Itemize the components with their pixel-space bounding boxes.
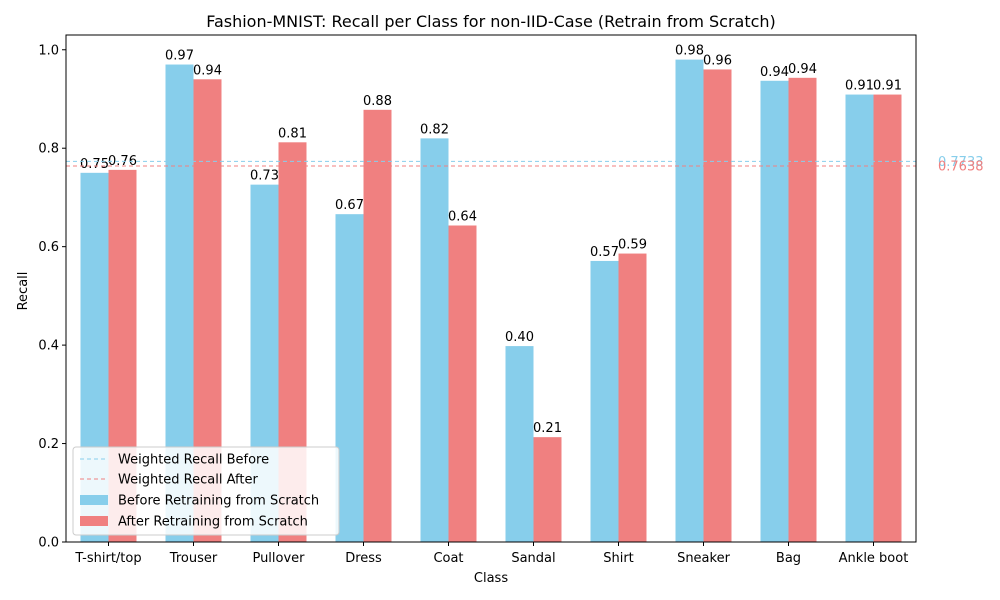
- data-label: 0.67: [335, 198, 364, 213]
- legend-label: Before Retraining from Scratch: [118, 494, 319, 509]
- legend-label: After Retraining from Scratch: [118, 515, 308, 530]
- bar-before: [335, 214, 364, 542]
- bar-before: [845, 94, 874, 543]
- data-label: 0.57: [590, 245, 619, 260]
- data-label: 0.96: [703, 53, 732, 68]
- data-label: 0.75: [80, 157, 109, 172]
- x-tick-label: Ankle boot: [839, 551, 909, 566]
- bar-after: [363, 109, 392, 542]
- data-label: 0.91: [845, 79, 874, 94]
- data-label: 0.21: [533, 421, 562, 436]
- data-label: 0.98: [675, 44, 704, 59]
- reference-line-label: 0.7733: [938, 155, 984, 170]
- bar-after: [788, 77, 817, 542]
- y-axis-title: Recall: [16, 272, 31, 311]
- y-tick-label: 0.2: [38, 437, 59, 452]
- data-label: 0.94: [760, 65, 789, 80]
- bar-after: [448, 225, 477, 542]
- plot-frame: [65, 34, 917, 543]
- y-tick-label: 0.6: [38, 240, 59, 255]
- data-label: 0.91: [873, 79, 902, 94]
- bar-after: [618, 253, 647, 542]
- x-tick-label: Dress: [345, 551, 382, 566]
- data-label: 0.64: [448, 209, 477, 224]
- x-tick-label: Trouser: [169, 551, 218, 566]
- legend-swatch-patch: [80, 516, 108, 526]
- bar-after: [703, 69, 732, 543]
- x-tick-label: Shirt: [603, 551, 634, 566]
- reference-line-label: 0.7638: [938, 160, 984, 175]
- bar-before: [760, 80, 789, 542]
- data-label: 0.94: [788, 62, 817, 77]
- data-label: 0.94: [193, 63, 222, 78]
- data-label: 0.82: [420, 122, 449, 137]
- y-tick-label: 0.4: [38, 339, 59, 354]
- data-label: 0.40: [505, 330, 534, 345]
- legend-label: Weighted Recall After: [118, 473, 258, 488]
- bar-before: [675, 59, 704, 543]
- x-tick-label: Pullover: [252, 551, 305, 566]
- data-label: 0.88: [363, 94, 392, 109]
- y-tick-label: 1.0: [38, 43, 59, 58]
- y-tick-label: 0.8: [38, 142, 59, 157]
- bar-before: [590, 260, 619, 542]
- bar-before: [420, 138, 449, 542]
- data-label: 0.59: [618, 238, 647, 253]
- x-tick-label: Sandal: [511, 551, 555, 566]
- bar-before: [505, 346, 534, 542]
- data-label: 0.73: [250, 169, 279, 184]
- data-label: 0.81: [278, 126, 307, 141]
- legend-label: Weighted Recall Before: [118, 453, 269, 468]
- x-tick-label: Bag: [776, 551, 801, 566]
- legend: Weighted Recall Before Weighted Recall Af…: [72, 446, 340, 536]
- x-tick-label: T-shirt/top: [74, 551, 141, 566]
- x-tick-label: Sneaker: [677, 551, 731, 566]
- bar-after: [873, 94, 902, 543]
- chart-title: Fashion-MNIST: Recall per Class for non-…: [206, 12, 776, 31]
- x-tick-label: Coat: [433, 551, 463, 566]
- y-tick-label: 0.0: [38, 536, 59, 551]
- data-label: 0.97: [165, 49, 194, 64]
- bar-after: [533, 437, 562, 542]
- legend-swatch-patch: [80, 495, 108, 505]
- legend-box: [72, 446, 340, 536]
- x-axis-title: Class: [474, 571, 508, 586]
